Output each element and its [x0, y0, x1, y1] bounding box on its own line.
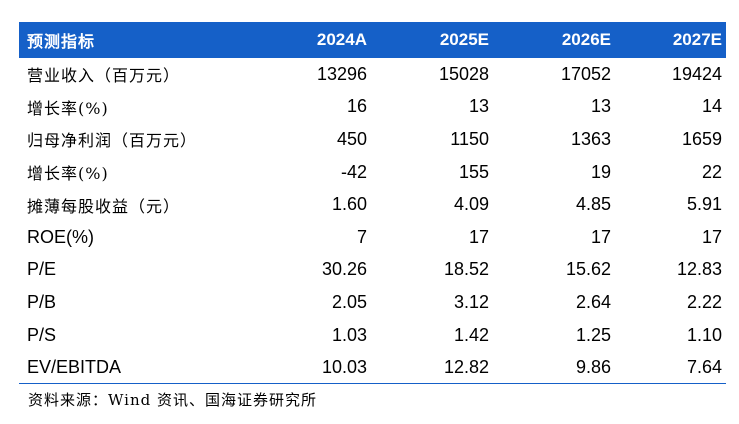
cell-2024a: 7	[356, 226, 367, 247]
cell-2024a: 10.03	[251, 351, 371, 385]
cell-2025e: 12.82	[371, 351, 493, 385]
cell-2024a: 13296	[316, 63, 367, 84]
table-row-pe: P/E 30.26 18.52 15.62 12.83	[19, 254, 726, 287]
row-label: 增长率(%)	[27, 98, 109, 118]
cell-2027e: 1659	[681, 128, 722, 149]
cell-2026e: 17052	[560, 63, 611, 84]
cell-2025e: 3.12	[453, 291, 489, 312]
table-row-revenue: 营业收入（百万元） 13296 15028 17052 19424	[19, 58, 726, 91]
cell-2025e: 4.09	[453, 194, 489, 215]
header-2027e: 2027E	[672, 30, 722, 49]
row-label: 摊薄每股收益（元）	[27, 196, 181, 216]
cell-2025e: 1150	[450, 128, 489, 149]
cell-2024a: 2.05	[331, 291, 367, 312]
table-row-ev-ebitda: EV/EBITDA 10.03 12.82 9.86 7.64	[19, 351, 726, 385]
table-row-ps: P/S 1.03 1.42 1.25 1.10	[19, 319, 726, 352]
cell-2026e: 13	[590, 96, 611, 117]
table-row-net-profit: 归母净利润（百万元） 450 1150 1363 1659	[19, 123, 726, 156]
cell-2027e: 7.64	[615, 351, 726, 385]
cell-2026e: 9.86	[493, 351, 615, 385]
cell-2027e: 1.10	[686, 324, 722, 345]
cell-2024a: 450	[336, 128, 367, 149]
header-2025e: 2025E	[439, 30, 489, 49]
cell-2024a: 30.26	[321, 259, 367, 280]
source-note: 资料来源：Wind 资讯、国海证券研究所	[28, 391, 317, 409]
forecast-table: 预测指标 2024A 2025E 2026E 2027E 营业收入（百万元） 1…	[19, 22, 726, 385]
forecast-table-container: 预测指标 2024A 2025E 2026E 2027E 营业收入（百万元） 1…	[19, 22, 726, 385]
table-row-pb: P/B 2.05 3.12 2.64 2.22	[19, 286, 726, 319]
row-label: P/S	[27, 324, 57, 345]
table-row-revenue-growth: 增长率(%) 16 13 13 14	[19, 91, 726, 124]
cell-2027e: 17	[701, 226, 722, 247]
table-row-roe: ROE(%) 7 17 17 17	[19, 221, 726, 254]
cell-2027e: 22	[701, 161, 722, 182]
row-label: P/E	[27, 259, 57, 280]
row-label: 归母净利润（百万元）	[27, 131, 198, 151]
cell-2026e: 1.25	[575, 324, 611, 345]
cell-2027e: 5.91	[686, 194, 722, 215]
header-2024a: 2024A	[316, 30, 367, 49]
row-label: EV/EBITDA	[19, 351, 251, 385]
header-metric: 预测指标	[27, 34, 96, 51]
cell-2025e: 15028	[438, 63, 489, 84]
cell-2025e: 155	[458, 161, 489, 182]
row-label: ROE(%)	[27, 226, 94, 247]
table-body: 营业收入（百万元） 13296 15028 17052 19424 增长率(%)…	[19, 58, 726, 385]
header-2026e: 2026E	[561, 30, 611, 49]
row-label: P/B	[27, 291, 57, 312]
cell-2024a: -42	[340, 161, 367, 182]
header-row: 预测指标 2024A 2025E 2026E 2027E	[19, 22, 726, 58]
row-label: 营业收入（百万元）	[27, 66, 181, 86]
cell-2025e: 13	[468, 96, 489, 117]
cell-2026e: 19	[590, 161, 611, 182]
cell-2026e: 17	[590, 226, 611, 247]
cell-2025e: 1.42	[453, 324, 489, 345]
cell-2024a: 1.60	[331, 194, 367, 215]
cell-2026e: 15.62	[565, 259, 611, 280]
cell-2025e: 17	[468, 226, 489, 247]
cell-2027e: 19424	[671, 63, 722, 84]
cell-2026e: 1363	[570, 128, 611, 149]
table-header: 预测指标 2024A 2025E 2026E 2027E	[19, 22, 726, 58]
cell-2026e: 4.85	[575, 194, 611, 215]
row-label: 增长率(%)	[27, 164, 109, 184]
cell-2027e: 12.83	[676, 259, 722, 280]
table-row-eps: 摊薄每股收益（元） 1.60 4.09 4.85 5.91	[19, 188, 726, 221]
table-row-profit-growth: 增长率(%) -42 155 19 22	[19, 156, 726, 189]
cell-2024a: 1.03	[331, 324, 367, 345]
cell-2027e: 14	[701, 96, 722, 117]
cell-2027e: 2.22	[686, 291, 722, 312]
cell-2026e: 2.64	[575, 291, 611, 312]
cell-2025e: 18.52	[443, 259, 489, 280]
cell-2024a: 16	[346, 96, 367, 117]
